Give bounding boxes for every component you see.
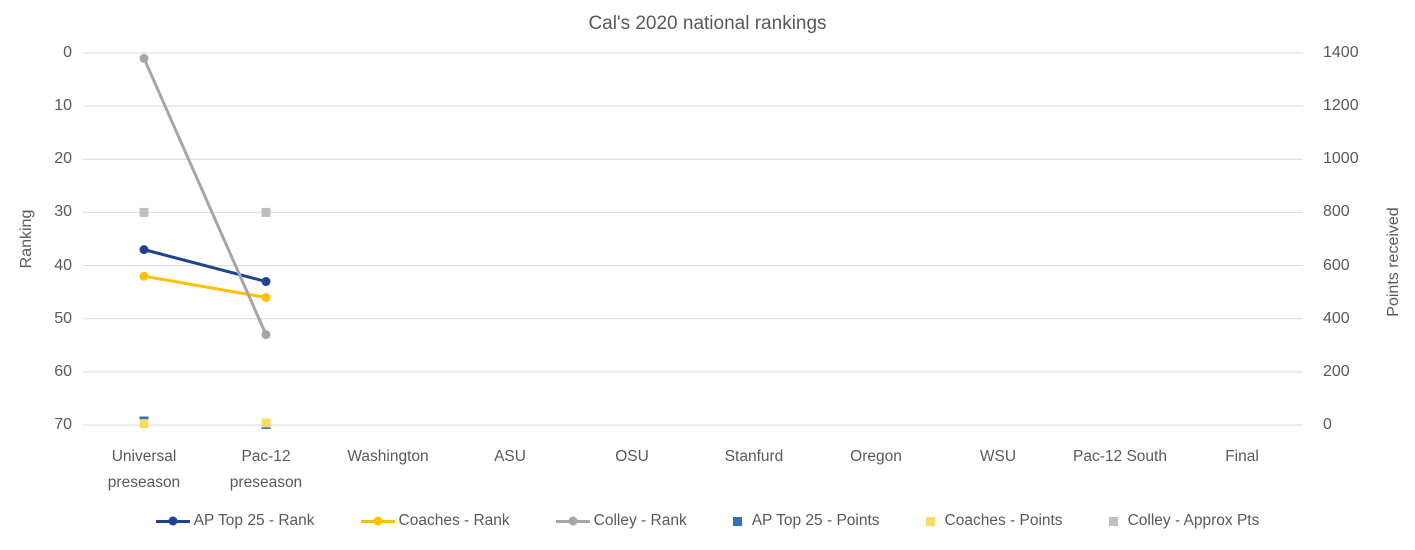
legend-label: Coaches - Points [944, 512, 1063, 529]
legend-item-coaches-rank: Coaches - Rank [360, 512, 510, 530]
x-axis-label-stanfurd: Stanfurd [724, 448, 784, 465]
legend-dot-icon [373, 516, 383, 526]
left-axis-tick-label: 30 [54, 203, 72, 221]
legend-label: AP Top 25 - Points [751, 512, 880, 529]
right-axis-tick-label: 400 [1323, 309, 1350, 327]
right-axis-tick-label: 200 [1323, 362, 1350, 380]
legend-label: Colley - Approx Pts [1127, 512, 1260, 529]
data-point-colley-rank [139, 53, 149, 63]
legend-square-marker-icon [925, 516, 935, 526]
legend-dot-icon [168, 516, 178, 526]
left-axis-tick-label: 20 [54, 150, 72, 168]
left-axis-tick-label: 50 [54, 309, 72, 327]
right-axis-tick-label: 0 [1323, 416, 1332, 433]
legend-item-coaches-points: Coaches - Points [925, 512, 1063, 530]
right-axis-tick-label: 1000 [1323, 150, 1359, 168]
legend-item-ap-top-25-points: AP Top 25 - Points [732, 512, 880, 530]
legend-item-colley-approx-pts: Colley - Approx Pts [1108, 512, 1260, 530]
legend-label: Coaches - Rank [398, 512, 510, 529]
data-point-colley-approx-pts [261, 207, 271, 217]
legend-item-colley-rank: Colley - Rank [555, 512, 687, 530]
left-axis-tick-label: 10 [54, 97, 72, 115]
legend: AP Top 25 - Rank Coaches - Rank Colley - R… [0, 512, 1415, 530]
legend-dot-icon [568, 516, 578, 526]
data-point-coaches-rank [139, 271, 149, 281]
right-axis-tick-label: 600 [1323, 256, 1350, 274]
data-point-colley-rank [261, 330, 271, 340]
right-axis-tick-label: 1200 [1323, 97, 1359, 115]
legend-line-marker-icon [155, 516, 190, 526]
right-axis-tick-label: 800 [1323, 203, 1350, 221]
legend-label: Colley - Rank [593, 512, 687, 529]
data-point-coaches-rank [261, 292, 271, 302]
x-axis-label-universal-preseason: Universal preseason [107, 448, 181, 491]
left-axis-tick-label: 0 [63, 44, 72, 61]
legend-line-marker-icon [555, 516, 590, 526]
left-axis-tick-label: 70 [54, 416, 72, 433]
left-axis-tick-label: 40 [54, 256, 72, 274]
series-line-coaches-rank [142, 274, 268, 299]
data-point-coaches-points [261, 418, 271, 428]
series-line-ap-top-25-rank [142, 248, 268, 284]
legend-square-marker-icon [732, 516, 742, 526]
x-axis-label-final: Final [1225, 448, 1259, 465]
legend-line-marker-icon [360, 516, 395, 526]
x-axis-label-pac-12-preseason: Pac-12 preseason [229, 448, 303, 491]
chart-title: Cal's 2020 national rankings [588, 13, 827, 34]
x-axis-label-washington: Washington [347, 448, 429, 465]
legend-square-marker-icon [1108, 516, 1118, 526]
x-axis-label-oregon: Oregon [850, 448, 902, 465]
right-axis-tick-label: 1400 [1323, 44, 1359, 61]
data-point-ap-top-25-rank [261, 277, 271, 287]
x-axis-label-wsu: WSU [979, 448, 1017, 465]
data-point-coaches-points [139, 419, 149, 429]
series-line-colley-rank [142, 56, 268, 337]
legend-label: AP Top 25 - Rank [193, 512, 315, 529]
x-axis-label-asu: ASU [494, 448, 526, 465]
x-axis-label-pac-12-south: Pac-12 South [1073, 448, 1167, 465]
data-point-ap-top-25-rank [139, 245, 149, 255]
x-axis-label-osu: OSU [615, 448, 649, 465]
legend-item-ap-top-25-rank: AP Top 25 - Rank [155, 512, 315, 530]
left-axis-tick-label: 60 [54, 362, 72, 380]
data-point-colley-approx-pts [139, 207, 149, 217]
